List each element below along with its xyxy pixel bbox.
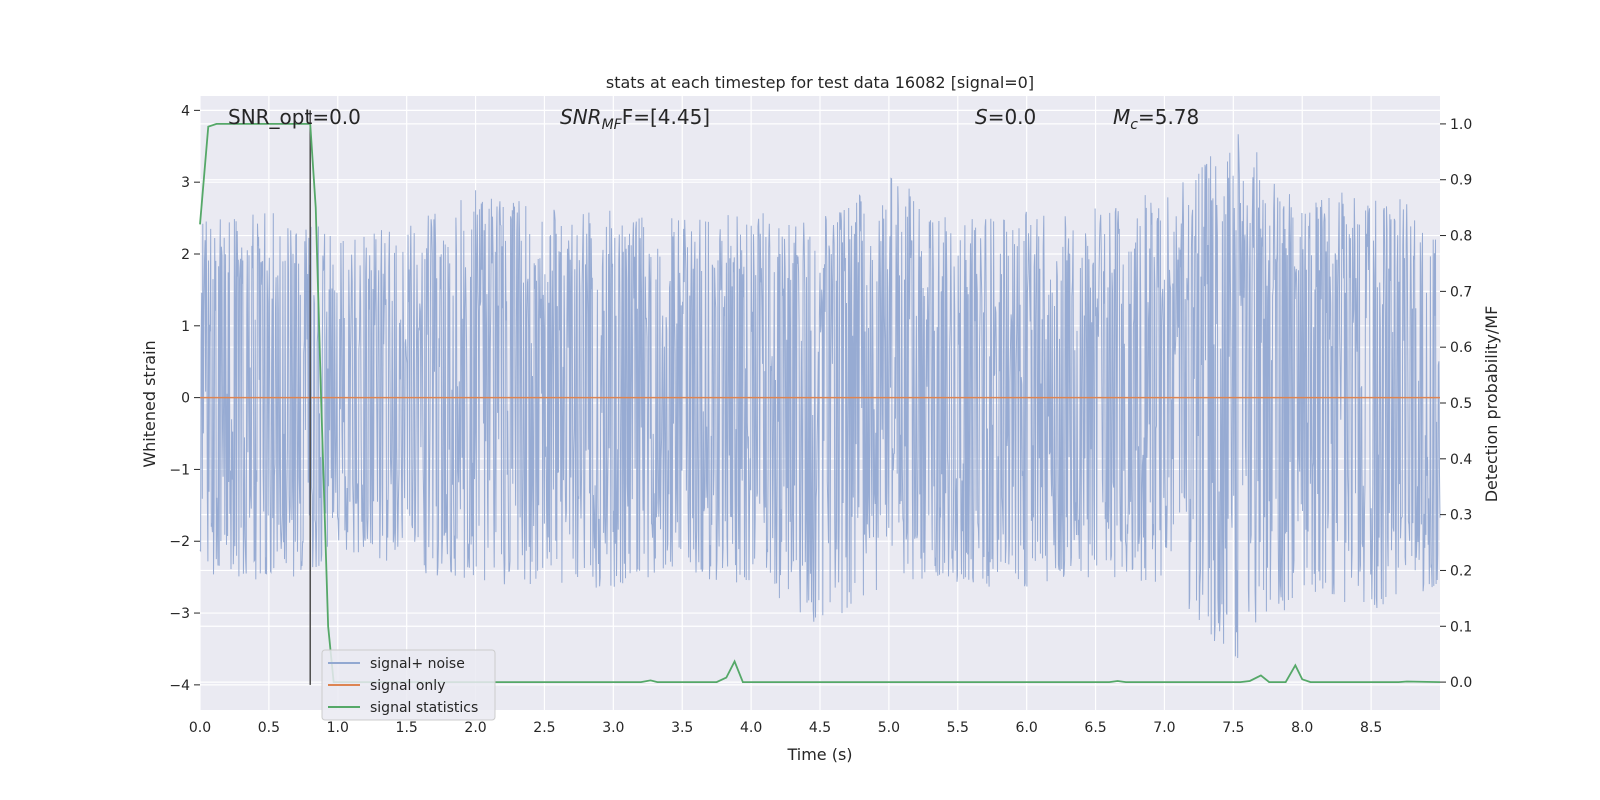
chart-title: stats at each timestep for test data 160… [606, 73, 1034, 92]
y-tick-label: 0 [181, 391, 190, 407]
y2-tick-label: 0.4 [1450, 452, 1472, 468]
legend-label-signal-noise: signal+ noise [370, 656, 465, 672]
y2-tick-label: 0.1 [1450, 619, 1472, 635]
x-tick-label: 5.5 [947, 720, 969, 736]
legend-label-signal-statistics: signal statistics [370, 700, 478, 716]
y2-tick-label: 0.3 [1450, 508, 1472, 524]
x-tick-label: 1.5 [396, 720, 418, 736]
x-tick-label: 6.0 [1016, 720, 1038, 736]
annotation-snr-mf: SNRMFF=[4.45] [560, 105, 710, 133]
x-tick-label: 3.5 [671, 720, 693, 736]
x-tick-label: 8.0 [1291, 720, 1313, 736]
legend-box [321, 649, 496, 721]
y2-tick-label: 0.0 [1450, 675, 1472, 691]
y2-tick-label: 0.9 [1450, 173, 1472, 189]
y-tick-label: −4 [169, 678, 190, 694]
y-tick-label: −2 [169, 534, 190, 550]
x-tick-label: 0.5 [258, 720, 280, 736]
x-tick-label: 5.0 [878, 720, 900, 736]
y-tick-label: 2 [181, 247, 190, 263]
legend-label-signal-only: signal only [370, 678, 445, 694]
x-tick-label: 2.5 [533, 720, 555, 736]
x-tick-label: 4.0 [740, 720, 762, 736]
y-axis-label: Whitened strain [140, 340, 159, 467]
x-tick-label: 2.0 [464, 720, 486, 736]
x-tick-label: 3.0 [602, 720, 624, 736]
y2-axis-label: Detection probability/MF [1482, 306, 1501, 503]
annotation-snr-opt: SNR_opt=0.0 [228, 105, 361, 129]
x-tick-label: 6.5 [1084, 720, 1106, 736]
x-tick-label: 4.5 [809, 720, 831, 736]
series-signal-statistics [199, 123, 1441, 683]
x-tick-labels: 0.0 0.5 1.0 1.5 2.0 2.5 3.0 3.5 4.0 4.5 5.0 5.5 6.0 6… [189, 720, 1382, 736]
y-tick-label: 4 [181, 103, 190, 119]
annotation-mc: Mc=5.78 [1113, 105, 1199, 133]
y2-tick-labels: 1.0 0.9 0.8 0.7 0.6 0.5 0.4 0.3 0.2 0.1 0.0 [1440, 117, 1472, 691]
series-layer [199, 110, 1441, 685]
y-tick-labels: 4 3 2 1 0 −1 −2 −3 −4 [169, 103, 200, 694]
y2-tick-label: 0.5 [1450, 396, 1472, 412]
annotation-s: S=0.0 [975, 105, 1036, 129]
x-axis-label: Time (s) [786, 745, 852, 764]
y-tick-label: −1 [169, 462, 190, 478]
y2-tick-label: 0.2 [1450, 563, 1472, 579]
x-tick-label: 1.0 [327, 720, 349, 736]
y2-tick-label: 0.8 [1450, 229, 1472, 245]
x-tick-label: 0.0 [189, 720, 211, 736]
x-tick-label: 8.5 [1360, 720, 1382, 736]
y2-tick-label: 0.6 [1450, 340, 1472, 356]
y-tick-label: −3 [169, 606, 190, 622]
legend: signal+ noise signal only signal statist… [321, 649, 496, 721]
y-tick-label: 1 [181, 319, 190, 335]
x-tick-label: 7.5 [1222, 720, 1244, 736]
y2-tick-label: 1.0 [1450, 117, 1472, 133]
y-tick-label: 3 [181, 175, 190, 191]
series-signal-noise [199, 134, 1441, 659]
y2-tick-label: 0.7 [1450, 284, 1472, 300]
x-tick-label: 7.0 [1153, 720, 1175, 736]
